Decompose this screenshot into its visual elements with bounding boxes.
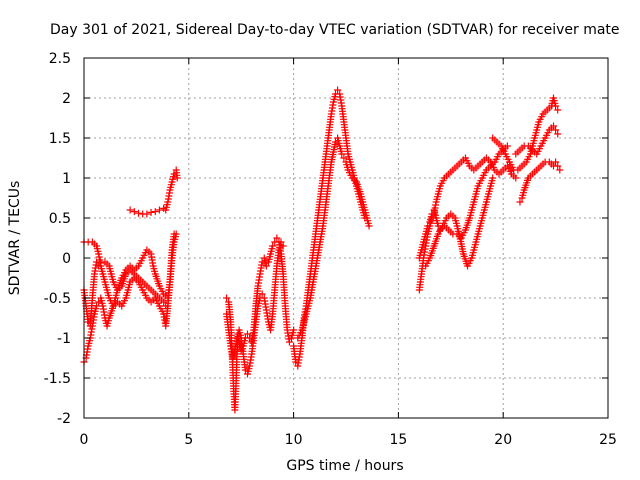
y-tick-label: 2 <box>62 91 71 107</box>
data-point <box>556 166 564 174</box>
data-point <box>170 230 178 238</box>
y-tick-label: -1 <box>57 331 71 347</box>
data-point <box>126 206 134 214</box>
data-point <box>554 130 562 138</box>
x-tick-label: 20 <box>494 432 512 448</box>
data-point <box>516 198 524 206</box>
y-tick-label: 0.5 <box>49 211 71 227</box>
data-point <box>237 346 245 354</box>
data-point <box>134 209 142 217</box>
data-point <box>269 242 277 250</box>
y-tick-label: 1 <box>62 171 71 187</box>
data-point <box>130 208 138 216</box>
y-tick-label: 1.5 <box>49 131 71 147</box>
chart-title: Day 301 of 2021, Sidereal Day-to-day VTE… <box>50 22 620 38</box>
data-point <box>424 222 432 230</box>
data-point <box>340 154 348 162</box>
data-point <box>155 206 163 214</box>
data-point <box>243 330 251 338</box>
data-point <box>338 150 346 158</box>
data-point <box>552 126 560 134</box>
data-point <box>290 326 298 334</box>
data-point <box>512 174 520 182</box>
x-axis-label: GPS time / hours <box>286 458 403 474</box>
y-tick-label: -0.5 <box>44 291 71 307</box>
data-point <box>160 298 168 306</box>
y-tick-label: 2.5 <box>49 51 71 67</box>
data-point <box>223 294 231 302</box>
y-tick-label: -2 <box>57 411 71 427</box>
data-point <box>554 162 562 170</box>
data-point <box>550 122 558 130</box>
data-point <box>173 174 181 182</box>
data-point <box>147 208 155 216</box>
data-point <box>552 102 560 110</box>
x-tick-label: 25 <box>599 432 617 448</box>
x-tick-label: 10 <box>285 432 303 448</box>
data-point <box>95 262 103 270</box>
x-tick-label: 0 <box>80 432 89 448</box>
data-point <box>503 142 511 150</box>
data-point <box>489 174 497 182</box>
y-axis-label: SDTVAR / TECUs <box>7 181 23 296</box>
x-tick-label: 5 <box>184 432 193 448</box>
grid-layer <box>84 58 608 418</box>
data-layer <box>80 86 564 414</box>
data-point <box>273 234 281 242</box>
data-point <box>262 262 270 270</box>
data-point <box>334 86 342 94</box>
data-point <box>552 158 560 166</box>
data-point <box>162 302 170 310</box>
data-point <box>143 210 151 218</box>
data-point <box>151 208 159 216</box>
data-point <box>285 338 293 346</box>
plot-frame <box>83 57 609 419</box>
tick-layer: 0 5 10 15 20 25 -2 -1.5 -1 -0.5 0 0.5 1 1.5 2 2.5 <box>44 51 617 448</box>
x-tick-label: 15 <box>389 432 407 448</box>
data-point <box>365 222 373 230</box>
y-tick-label: 0 <box>62 251 71 267</box>
y-tick-label: -1.5 <box>44 371 71 387</box>
data-point <box>554 106 562 114</box>
data-point <box>233 334 241 342</box>
